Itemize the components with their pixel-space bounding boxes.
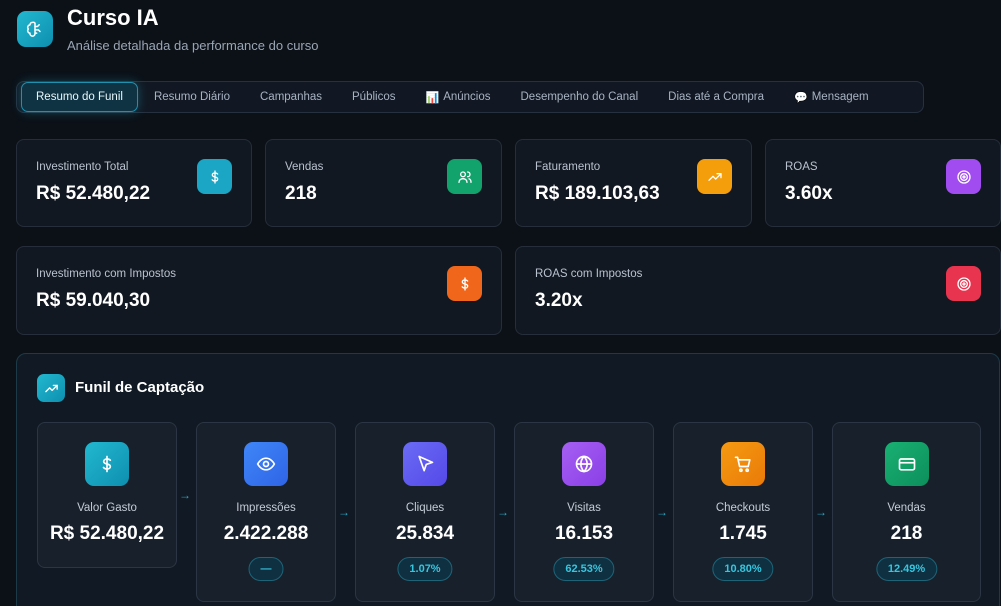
conversion-badge: 62.53% [553, 557, 615, 581]
globe-icon [562, 442, 606, 486]
chart-icon: 📊 [425, 91, 440, 104]
arrow-right-icon: → [338, 505, 350, 519]
dollar-icon [197, 159, 232, 194]
target-icon [946, 266, 981, 301]
tab-bar: Resumo do Funil Resumo Diário Campanhas … [16, 81, 924, 113]
page-title: Curso IA [67, 5, 159, 30]
tab-mensagem[interactable]: 💬 Mensagem [794, 91, 869, 104]
tab-resumo-do-funil[interactable]: Resumo do Funil [21, 82, 138, 112]
metric-card-faturamento: Faturamento R$ 189.103,63 [515, 139, 752, 227]
metric-card-roas-com-impostos: ROAS com Impostos 3.20x [515, 246, 1001, 335]
funnel-section: Funil de Captação Valor Gasto R$ 52.480,… [16, 353, 1000, 606]
conversion-badge: 1.07% [397, 557, 453, 581]
tab-anuncios[interactable]: 📊 Anúncios [425, 91, 491, 104]
funnel-step-valor-gasto: Valor Gasto R$ 52.480,22 [37, 422, 177, 568]
conversion-badge: — [248, 557, 284, 581]
eye-icon [244, 442, 288, 486]
brain-icon [17, 11, 53, 47]
page-subtitle: Análise detalhada da performance do curs… [67, 38, 319, 53]
funnel-title: Funil de Captação [75, 379, 205, 396]
tab-desempenho-do-canal[interactable]: Desempenho do Canal [520, 91, 639, 103]
arrow-right-icon: → [179, 488, 191, 502]
funnel-step-cliques: Cliques 25.834 1.07% [355, 422, 495, 602]
target-icon [946, 159, 981, 194]
cart-icon [721, 442, 765, 486]
trending-up-icon [37, 374, 65, 402]
metric-card-investimento-com-impostos: Investimento com Impostos R$ 59.040,30 [16, 246, 502, 335]
tab-campanhas[interactable]: Campanhas [260, 91, 323, 103]
funnel-step-visitas: Visitas 16.153 62.53% [514, 422, 654, 602]
trending-up-icon [697, 159, 732, 194]
cursor-icon [403, 442, 447, 486]
arrow-right-icon: → [815, 505, 827, 519]
tab-resumo-diario[interactable]: Resumo Diário [153, 91, 230, 103]
funnel-step-vendas: Vendas 218 12.49% [832, 422, 981, 602]
funnel-step-impressoes: Impressões 2.422.288 — [196, 422, 336, 602]
dollar-icon [85, 442, 129, 486]
metric-card-investimento-total: Investimento Total R$ 52.480,22 [16, 139, 252, 227]
credit-card-icon [884, 442, 929, 486]
conversion-badge: 12.49% [875, 557, 938, 581]
tab-dias-ate-a-compra[interactable]: Dias até a Compra [668, 91, 765, 103]
arrow-right-icon: → [497, 505, 509, 519]
tab-publicos[interactable]: Públicos [352, 91, 396, 103]
metric-card-roas: ROAS 3.60x [765, 139, 1001, 227]
dollar-icon [447, 266, 482, 301]
arrow-right-icon: → [656, 505, 668, 519]
funnel-step-checkouts: Checkouts 1.745 10.80% [673, 422, 813, 602]
conversion-badge: 10.80% [712, 557, 774, 581]
users-icon [447, 159, 482, 194]
metric-card-vendas: Vendas 218 [265, 139, 502, 227]
speech-bubble-icon: 💬 [794, 91, 808, 104]
